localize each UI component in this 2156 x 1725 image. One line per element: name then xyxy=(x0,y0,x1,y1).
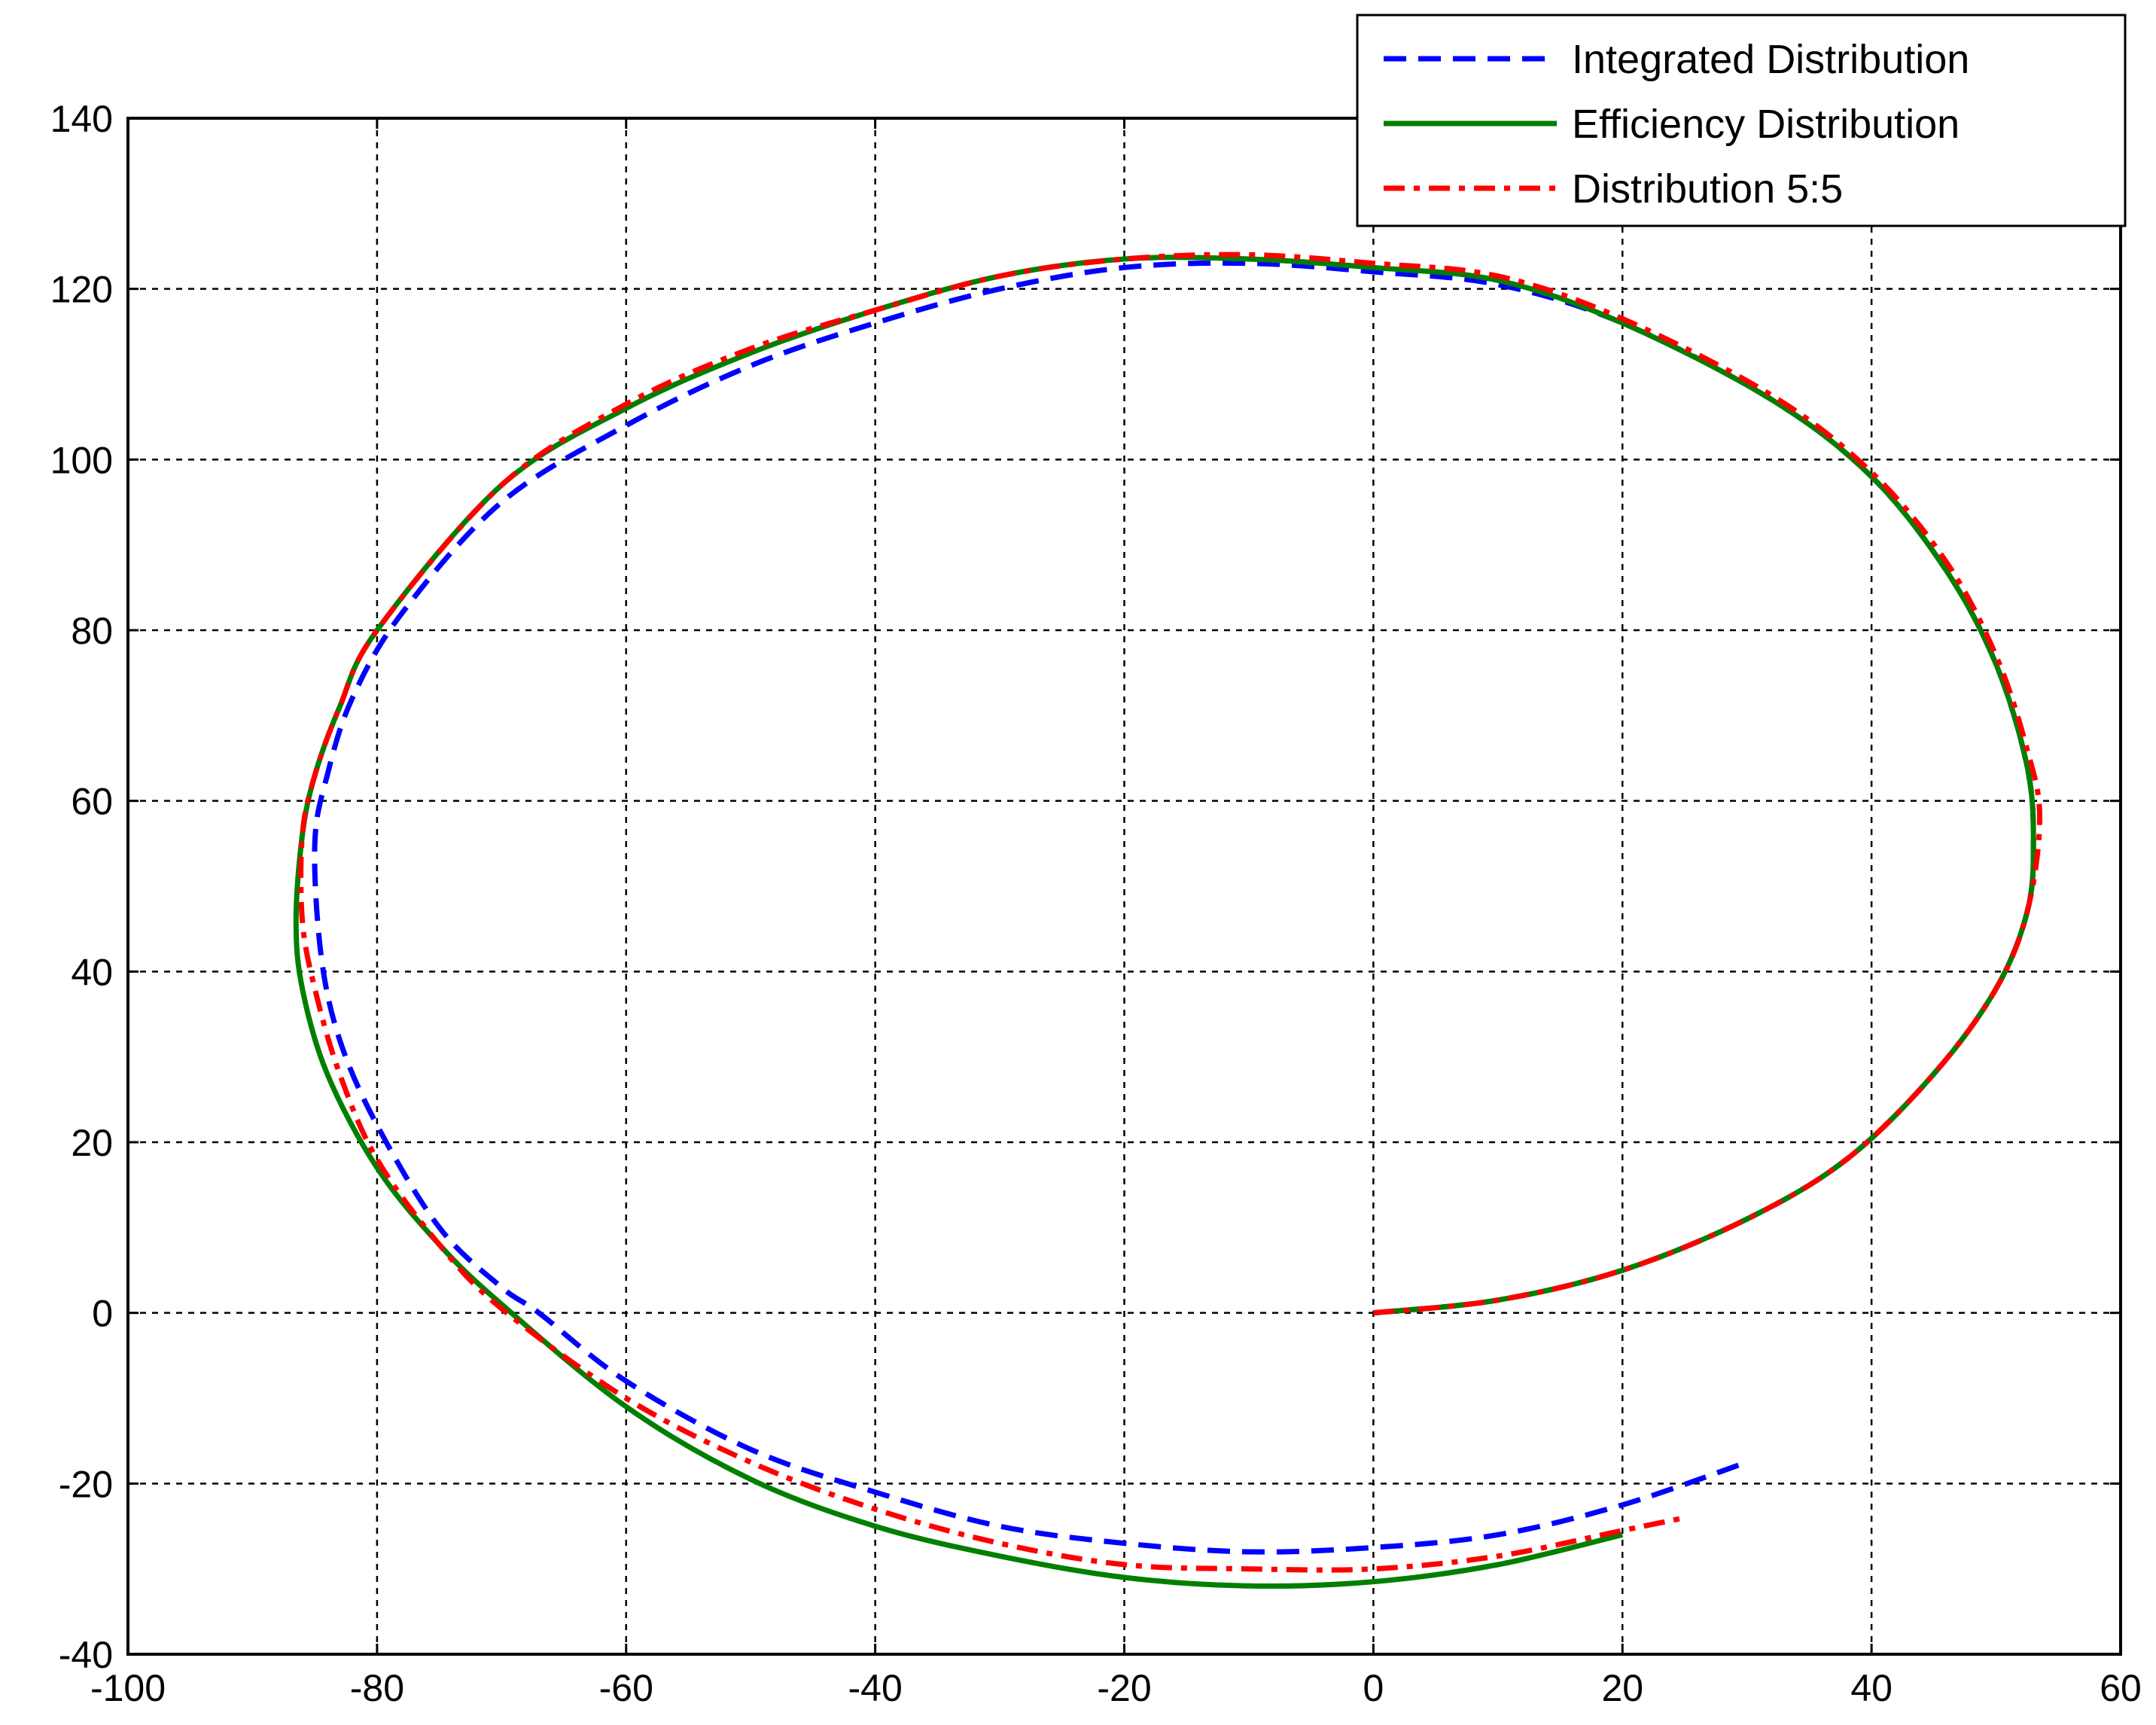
x-tick-label: 20 xyxy=(1601,1667,1643,1709)
legend: Integrated Distribution Efficiency Distri… xyxy=(1356,14,2127,227)
x-tick-label: 40 xyxy=(1850,1667,1893,1709)
y-tick-labels: -40 -20 0 20 40 60 80 100 120 140 xyxy=(50,98,113,1676)
y-tick-label: 100 xyxy=(50,439,113,481)
x-tick-label: -100 xyxy=(90,1667,166,1709)
x-tick-label: 0 xyxy=(1363,1667,1384,1709)
y-tick-label: 120 xyxy=(50,269,113,311)
y-tick-label: -20 xyxy=(59,1463,113,1505)
y-tick-label: 140 xyxy=(50,98,113,140)
y-tick-label: -40 xyxy=(59,1634,113,1676)
x-tick-label: -20 xyxy=(1097,1667,1151,1709)
legend-label: Distribution 5:5 xyxy=(1572,166,1843,212)
legend-label: Efficiency Distribution xyxy=(1572,102,1960,147)
x-tick-label: -60 xyxy=(599,1667,653,1709)
x-tick-label: -40 xyxy=(848,1667,902,1709)
y-tick-label: 80 xyxy=(71,610,113,652)
series-group xyxy=(293,251,2042,1589)
y-tick-label: 0 xyxy=(92,1293,113,1335)
y-tick-label: 40 xyxy=(71,951,113,993)
x-tick-labels: -100 -80 -60 -40 -20 0 20 40 60 xyxy=(90,1667,2142,1709)
x-tick-label: -80 xyxy=(350,1667,404,1709)
y-tick-label: 20 xyxy=(71,1122,113,1164)
series-line-distribution-5-5 xyxy=(298,251,2042,1573)
y-tick-label: 60 xyxy=(71,781,113,823)
ticks xyxy=(126,117,2122,1656)
legend-label: Integrated Distribution xyxy=(1572,37,1969,82)
x-tick-label: 60 xyxy=(2100,1667,2142,1709)
series-line-integrated-distribution xyxy=(312,260,2036,1555)
